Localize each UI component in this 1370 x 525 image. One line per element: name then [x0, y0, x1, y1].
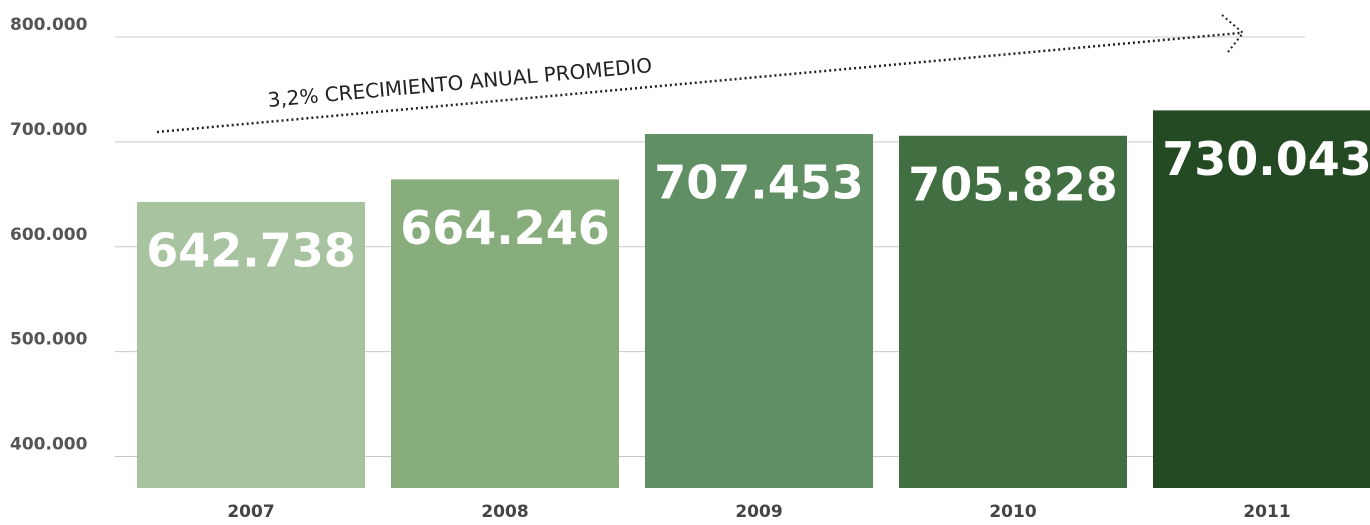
bar: [391, 179, 619, 488]
value-label: 705.828: [908, 157, 1118, 211]
trend-arrow: [156, 31, 1241, 134]
value-label: 664.246: [400, 201, 610, 255]
y-tick-label: 600.000: [10, 225, 88, 245]
value-label: 642.738: [146, 223, 356, 277]
x-tick-label: 2007: [227, 502, 274, 522]
y-tick-label: 500.000: [10, 330, 88, 350]
y-tick-label: 400.000: [10, 435, 88, 455]
bar: [645, 134, 873, 488]
x-tick-label: 2010: [989, 502, 1036, 522]
bar: [1153, 110, 1370, 488]
x-tick-label: 2011: [1243, 502, 1290, 522]
bar: [899, 135, 1127, 488]
y-tick-label: 700.000: [10, 120, 88, 140]
bar: [137, 201, 365, 488]
x-tick-label: 2008: [481, 502, 528, 522]
value-label: 730.043: [1162, 132, 1370, 186]
x-tick-label: 2009: [735, 502, 782, 522]
annotation: 3,2% CRECIMIENTO ANUAL PROMEDIO: [267, 53, 653, 112]
value-label: 707.453: [654, 156, 864, 210]
bars: [137, 110, 1370, 488]
y-tick-label: 800.000: [10, 15, 88, 35]
